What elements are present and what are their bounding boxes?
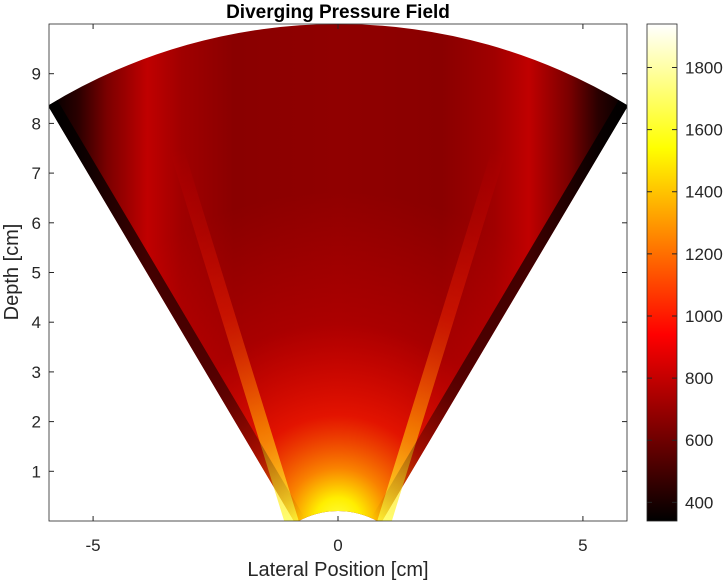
y-tick-label: 8 [32, 114, 41, 133]
x-axis-label: Lateral Position [cm] [247, 559, 428, 581]
colorbar-tick-label: 1200 [685, 245, 723, 264]
y-tick-label: 6 [32, 214, 41, 233]
colorbar-ticks: 400 600 800 1000 1200 1400 1600 1800 [647, 58, 723, 512]
y-tick-label: 4 [32, 313, 41, 332]
colorbar-gradient [647, 24, 677, 521]
chart-title: Diverging Pressure Field [226, 2, 450, 23]
x-tick-label: 5 [578, 536, 587, 555]
y-tick-label: 3 [32, 363, 41, 382]
colorbar-tick-label: 600 [685, 431, 713, 450]
x-tick-label: 0 [333, 536, 342, 555]
colorbar-tick-label: 1600 [685, 121, 723, 140]
y-tick-label: 7 [32, 164, 41, 183]
x-tick-label: -5 [86, 536, 101, 555]
colorbar-tick-label: 800 [685, 369, 713, 388]
y-axis-label: Depth [cm] [1, 224, 23, 321]
y-tick-label: 5 [32, 264, 41, 283]
colorbar-tick-label: 1000 [685, 307, 723, 326]
y-tick-label: 2 [32, 413, 41, 432]
colorbar-tick-label: 1800 [685, 58, 723, 77]
colorbar: 400 600 800 1000 1200 1400 1600 1800 [646, 23, 723, 522]
colorbar-tick-label: 1400 [685, 183, 723, 202]
x-axis: -5 0 5 [86, 24, 588, 555]
y-tick-label: 9 [32, 65, 41, 84]
colorbar-frame [646, 23, 678, 522]
y-tick-label: 1 [32, 462, 41, 481]
y-axis: 1 2 3 4 5 6 7 8 9 [32, 65, 627, 481]
colorbar-tick-label: 400 [685, 493, 713, 512]
